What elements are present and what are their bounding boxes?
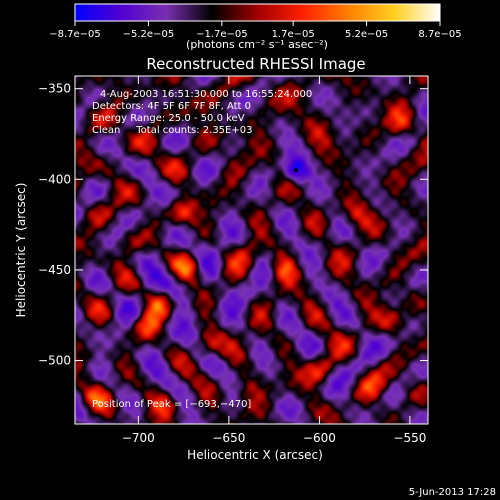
x-tick-labels: −700 −650 −600 −550 bbox=[122, 431, 427, 445]
heatmap-image bbox=[75, 76, 428, 424]
x-tick-label: −600 bbox=[303, 431, 336, 445]
plot-frame bbox=[74, 75, 429, 425]
colorbar-unit-label: (photons cm⁻² s⁻¹ asec⁻²) bbox=[186, 38, 328, 51]
colorbar-gradient bbox=[75, 4, 440, 21]
x-tick-label: −650 bbox=[212, 431, 245, 445]
y-tick-label: −400 bbox=[38, 172, 71, 186]
y-tick-label: −500 bbox=[38, 354, 71, 368]
colorbar: −8.7e−05 −5.2e−05 −1.7e−05 1.7e−05 5.2e−05 8.… bbox=[49, 3, 462, 51]
colorbar-tick-label: −1.7e−05 bbox=[196, 29, 248, 40]
y-tick-label: −350 bbox=[38, 82, 71, 96]
colorbar-tick-label: 1.7e−05 bbox=[272, 29, 315, 40]
annotation-detectors: Detectors: 4F 5F 6F 7F 8F, Att 0 bbox=[92, 101, 251, 112]
colorbar-tick-label: 5.2e−05 bbox=[345, 29, 388, 40]
footer-date: 5-Jun-2013 17:28 bbox=[409, 487, 496, 498]
y-tick-labels: −350 −400 −450 −500 bbox=[38, 82, 71, 368]
y-axis-label: Heliocentric Y (arcsec) bbox=[14, 183, 28, 318]
annotation-energy-range: Energy Range: 25.0 - 50.0 keV bbox=[92, 113, 245, 124]
y-tick-label: −450 bbox=[38, 263, 71, 277]
colorbar-tick-label: −8.7e−05 bbox=[49, 29, 101, 40]
colorbar-tick-labels: −8.7e−05 −5.2e−05 −1.7e−05 1.7e−05 5.2e−05 8.… bbox=[49, 29, 461, 40]
annotation-clean-counts: Clean Total counts: 2.35E+03 bbox=[92, 125, 252, 136]
x-axis-label: Heliocentric X (arcsec) bbox=[187, 448, 323, 462]
minimum-marker bbox=[293, 168, 298, 173]
colorbar-tick-label: −5.2e−05 bbox=[123, 29, 175, 40]
x-tick-label: −550 bbox=[393, 431, 426, 445]
colorbar-frame bbox=[74, 3, 441, 22]
x-tick-label: −700 bbox=[122, 431, 155, 445]
annotation-time-range: 4-Aug-2003 16:51:30.000 to 16:55:24.000 bbox=[100, 89, 312, 100]
chart-title: Reconstructed RHESSI Image bbox=[146, 55, 365, 73]
axis-ticks bbox=[75, 76, 428, 424]
minimum-point bbox=[293, 168, 298, 173]
colorbar-ticks bbox=[74, 21, 441, 26]
peak-position-label: Position of Peak = [−693,−470] bbox=[92, 399, 251, 410]
plot-area: 4-Aug-2003 16:51:30.000 to 16:55:24.000 … bbox=[74, 75, 429, 425]
colorbar-tick-label: 8.7e−05 bbox=[418, 29, 461, 40]
